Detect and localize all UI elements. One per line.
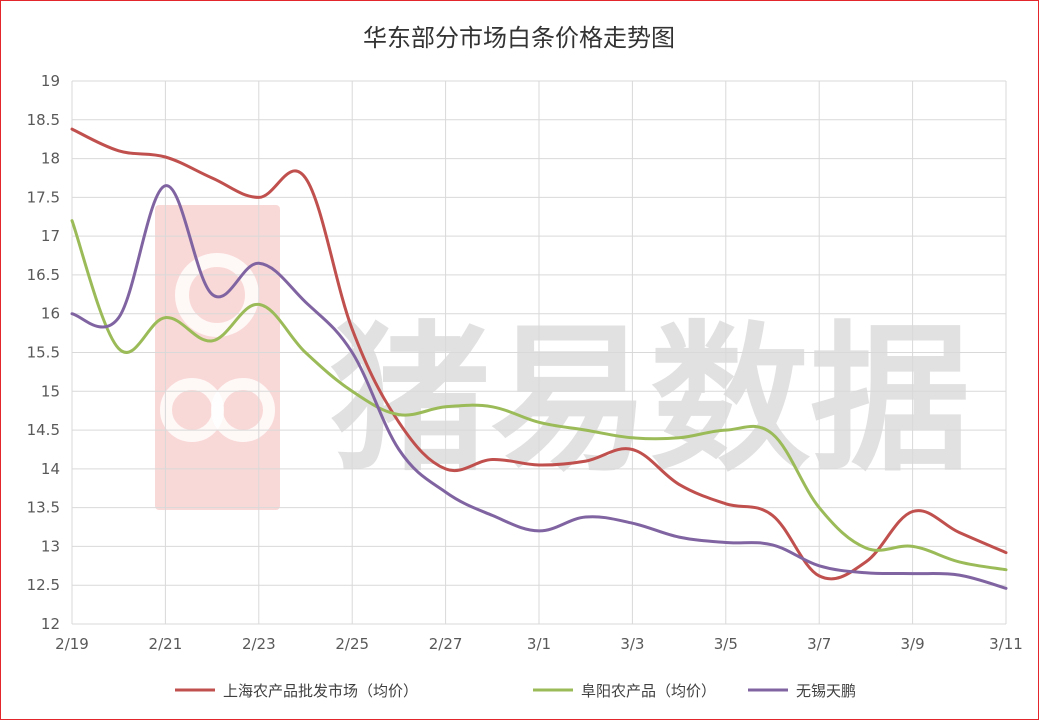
watermark-logo-ring-right: [211, 378, 275, 442]
legend-label-1: 上海农产品批发市场（均价）: [223, 682, 418, 700]
y-tick-label: 16.5: [27, 266, 60, 284]
axis-layer: 12 12.5 13 13.5 14 14.5 15 15.5 16 16.5 17 17.5 18 18…: [27, 72, 1023, 653]
watermark-logo-ring-top: [175, 253, 259, 337]
y-tick-label: 17: [41, 227, 60, 245]
x-tick-label: 2/23: [242, 635, 276, 653]
y-tick-label: 18: [41, 150, 60, 168]
x-tick-label: 3/5: [714, 635, 738, 653]
series-line-3: [70, 184, 1008, 590]
watermark: 猪易数据: [155, 205, 970, 510]
y-tick-label: 19: [41, 72, 60, 90]
watermark-logo-block: [155, 205, 280, 510]
y-tick-label: 13.5: [27, 499, 60, 517]
y-tick-label: 15.5: [27, 344, 60, 362]
x-tick-label: 3/7: [807, 635, 831, 653]
legend-label-2: 阜阳农产品（均价）: [581, 682, 716, 700]
x-tick-label: 2/25: [335, 635, 369, 653]
y-tick-label: 17.5: [27, 188, 60, 206]
chart-title: 华东部分市场白条价格走势图: [363, 24, 675, 52]
y-tick-label: 14: [41, 460, 60, 478]
x-tick-label: 2/19: [55, 635, 89, 653]
legend-label-3: 无锡天鹏: [796, 682, 856, 700]
y-tick-label: 14.5: [27, 421, 60, 439]
x-tick-label: 3/1: [527, 635, 551, 653]
series-line-1: [70, 127, 1008, 581]
series-line-2: [70, 219, 1008, 572]
y-tick-label: 12.5: [27, 576, 60, 594]
watermark-text: 猪易数据: [330, 306, 970, 493]
grid-layer: [71, 80, 1007, 625]
series-layer: [70, 127, 1008, 590]
x-tick-label: 3/11: [989, 635, 1023, 653]
y-tick-label: 12: [41, 615, 60, 633]
y-tick-label: 15: [41, 382, 60, 400]
x-tick-label: 2/21: [149, 635, 183, 653]
y-tick-label: 13: [41, 537, 60, 555]
x-tick-label: 3/9: [901, 635, 925, 653]
y-tick-label: 16: [41, 305, 60, 323]
x-tick-label: 3/3: [620, 635, 644, 653]
x-tick-label: 2/27: [429, 635, 463, 653]
y-tick-label: 18.5: [27, 111, 60, 129]
legend: 上海农产品批发市场（均价） 阜阳农产品（均价） 无锡天鹏: [175, 682, 856, 700]
